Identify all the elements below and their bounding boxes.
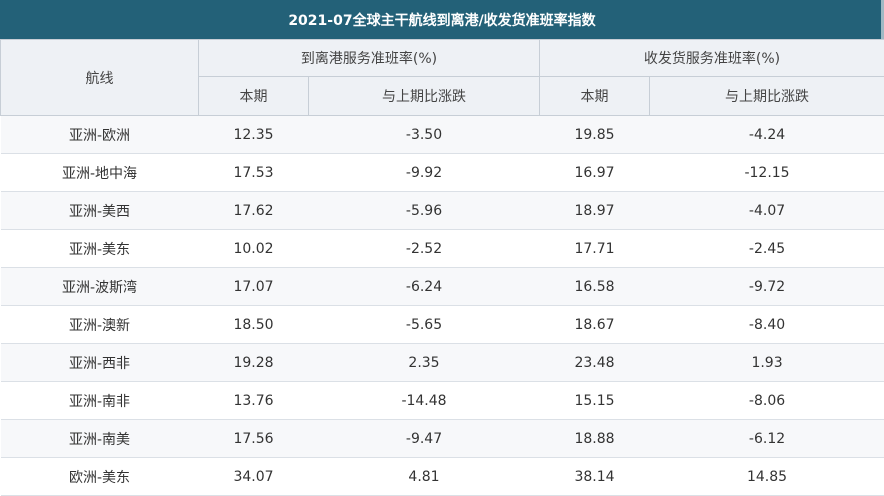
table-row: 亚洲-美西 17.62 -5.96 18.97 -4.07 (1, 192, 884, 230)
cell-route: 亚洲-波斯湾 (1, 268, 199, 306)
cell-cargo-change: -8.40 (650, 306, 884, 344)
table-row: 亚洲-西非 19.28 2.35 23.48 1.93 (1, 344, 884, 382)
cell-cargo-current: 16.97 (540, 154, 650, 192)
cell-arrival-change: -9.47 (309, 420, 540, 458)
cell-arrival-current: 12.35 (199, 116, 309, 154)
table-row: 亚洲-南非 13.76 -14.48 15.15 -8.06 (1, 382, 884, 420)
cell-arrival-current: 17.62 (199, 192, 309, 230)
cell-arrival-change: -14.48 (309, 382, 540, 420)
header-arrival-change: 与上期比涨跌 (309, 77, 540, 116)
cell-arrival-change: -5.65 (309, 306, 540, 344)
cell-route: 亚洲-美西 (1, 192, 199, 230)
table-row: 亚洲-欧洲 12.35 -3.50 19.85 -4.24 (1, 116, 884, 154)
cell-cargo-change: -9.72 (650, 268, 884, 306)
header-route: 航线 (1, 40, 199, 116)
cell-cargo-change: -8.06 (650, 382, 884, 420)
cell-route: 亚洲-欧洲 (1, 116, 199, 154)
header-arrival-current: 本期 (199, 77, 309, 116)
cell-arrival-current: 17.07 (199, 268, 309, 306)
cell-cargo-current: 38.14 (540, 458, 650, 496)
cell-route: 亚洲-西非 (1, 344, 199, 382)
cell-cargo-change: 14.85 (650, 458, 884, 496)
cell-arrival-current: 34.07 (199, 458, 309, 496)
cell-arrival-current: 19.28 (199, 344, 309, 382)
cell-cargo-current: 19.85 (540, 116, 650, 154)
cell-arrival-change: 2.35 (309, 344, 540, 382)
cell-cargo-current: 15.15 (540, 382, 650, 420)
cell-route: 欧洲-美东 (1, 458, 199, 496)
table-row: 亚洲-地中海 17.53 -9.92 16.97 -12.15 (1, 154, 884, 192)
cell-route: 亚洲-南美 (1, 420, 199, 458)
cell-arrival-change: 4.81 (309, 458, 540, 496)
cell-arrival-change: -5.96 (309, 192, 540, 230)
cell-route: 亚洲-南非 (1, 382, 199, 420)
cell-arrival-change: -2.52 (309, 230, 540, 268)
table-row: 亚洲-澳新 18.50 -5.65 18.67 -8.40 (1, 306, 884, 344)
table-row: 亚洲-美东 10.02 -2.52 17.71 -2.45 (1, 230, 884, 268)
table-row: 亚洲-南美 17.56 -9.47 18.88 -6.12 (1, 420, 884, 458)
cell-cargo-change: -4.07 (650, 192, 884, 230)
cell-cargo-current: 23.48 (540, 344, 650, 382)
cell-cargo-current: 18.67 (540, 306, 650, 344)
header-cargo-current: 本期 (540, 77, 650, 116)
table-title-text: 2021-07全球主干航线到离港/收发货准班率指数 (288, 10, 595, 30)
cell-arrival-current: 10.02 (199, 230, 309, 268)
punctuality-table: 航线 到离港服务准班率(%) 收发货服务准班率(%) 本期 与上期比涨跌 本期 … (0, 39, 884, 496)
cell-arrival-current: 13.76 (199, 382, 309, 420)
header-cargo-group: 收发货服务准班率(%) (540, 40, 884, 77)
cell-arrival-change: -3.50 (309, 116, 540, 154)
cell-route: 亚洲-澳新 (1, 306, 199, 344)
table-row: 欧洲-美东 34.07 4.81 38.14 14.85 (1, 458, 884, 496)
header-row-top: 航线 到离港服务准班率(%) 收发货服务准班率(%) (1, 40, 884, 77)
header-arrival-group: 到离港服务准班率(%) (199, 40, 540, 77)
cell-cargo-change: 1.93 (650, 344, 884, 382)
cell-cargo-change: -2.45 (650, 230, 884, 268)
header-cargo-change: 与上期比涨跌 (650, 77, 884, 116)
cell-route: 亚洲-地中海 (1, 154, 199, 192)
cell-arrival-current: 17.56 (199, 420, 309, 458)
cell-cargo-current: 16.58 (540, 268, 650, 306)
cell-arrival-current: 18.50 (199, 306, 309, 344)
cell-cargo-change: -12.15 (650, 154, 884, 192)
cell-cargo-current: 18.88 (540, 420, 650, 458)
cell-arrival-change: -9.92 (309, 154, 540, 192)
cell-cargo-current: 18.97 (540, 192, 650, 230)
cell-arrival-change: -6.24 (309, 268, 540, 306)
cell-route: 亚洲-美东 (1, 230, 199, 268)
table-row: 亚洲-波斯湾 17.07 -6.24 16.58 -9.72 (1, 268, 884, 306)
cell-cargo-current: 17.71 (540, 230, 650, 268)
table-title: 2021-07全球主干航线到离港/收发货准班率指数 (0, 0, 884, 39)
cell-cargo-change: -4.24 (650, 116, 884, 154)
cell-arrival-current: 17.53 (199, 154, 309, 192)
cell-cargo-change: -6.12 (650, 420, 884, 458)
